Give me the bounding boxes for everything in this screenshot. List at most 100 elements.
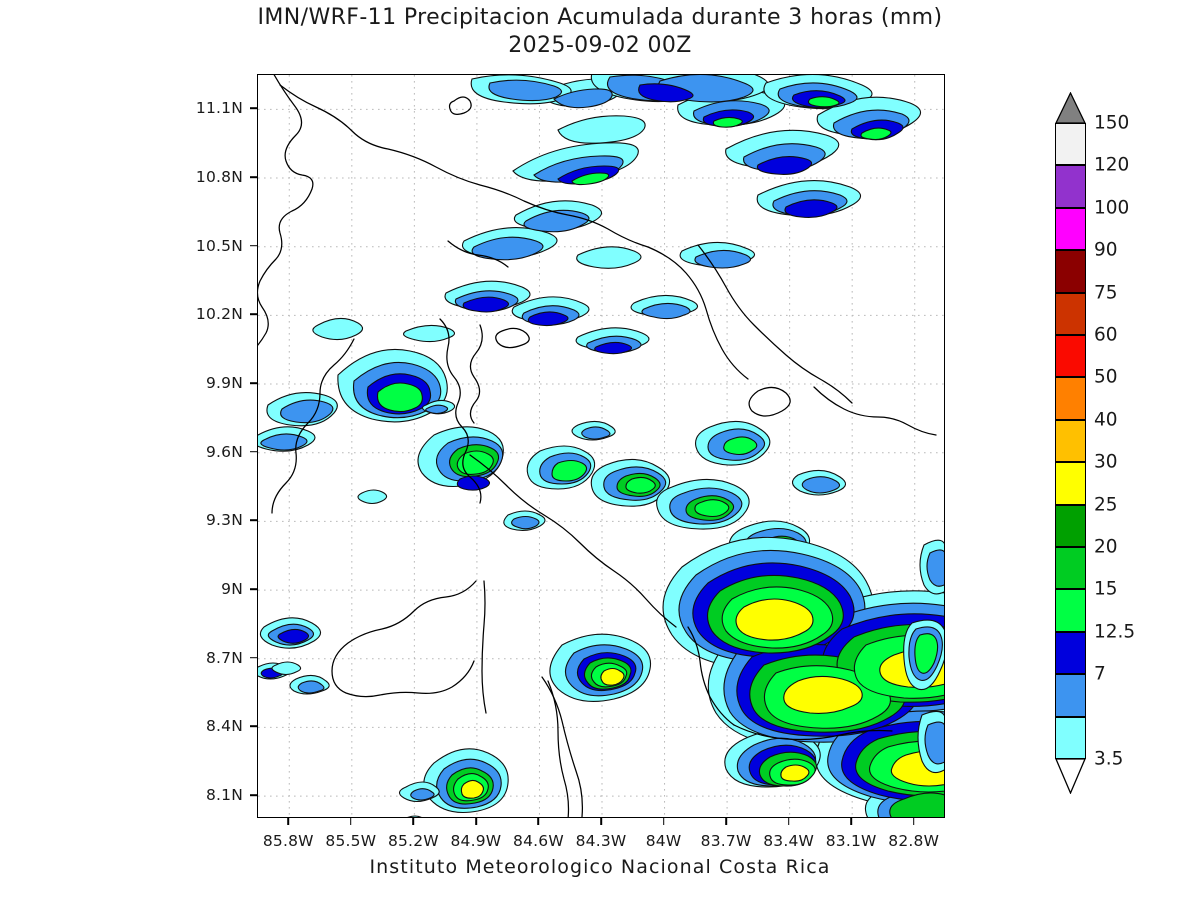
y-axis-label: 8.1N xyxy=(205,786,243,805)
colorbar-segment[interactable] xyxy=(1055,419,1086,463)
colorbar-segment[interactable] xyxy=(1055,292,1086,335)
x-axis-label: 85.2W xyxy=(387,832,439,850)
x-axis-label: 84.6W xyxy=(513,832,564,850)
x-axis-tick xyxy=(287,818,290,825)
x-axis-tick xyxy=(475,818,477,825)
colorbar-segment[interactable] xyxy=(1055,335,1086,378)
precip-region-north xyxy=(403,75,922,355)
colorbar-tick-label: 15 xyxy=(1094,578,1118,600)
y-axis-tick xyxy=(250,656,257,659)
y-axis-label: 10.8N xyxy=(195,168,243,186)
colorbar-tick-label: 30 xyxy=(1094,451,1118,473)
x-axis-label: 83.4W xyxy=(763,832,815,850)
y-axis-label: 10.2N xyxy=(195,305,243,324)
colorbar-tick-label: 75 xyxy=(1094,282,1118,304)
colorbar-segment[interactable] xyxy=(1055,377,1086,420)
precipitation-contour-field xyxy=(258,75,944,817)
colorbar-tick-label: 90 xyxy=(1094,239,1118,261)
colorbar-segment[interactable] xyxy=(1055,462,1086,505)
y-axis-label: 10.5N xyxy=(195,236,243,255)
y-axis-label: 9N xyxy=(221,580,243,599)
colorbar-segment[interactable] xyxy=(1055,547,1086,590)
colorbar[interactable]: 150 120 100 90 75 60 50 40 30 25 20 15 12.5 7 3.5 xyxy=(1055,113,1135,770)
precip-region-east-edge xyxy=(917,539,944,774)
colorbar-tick-label: 7 xyxy=(1094,663,1106,685)
x-axis-tick xyxy=(600,818,602,825)
panama-border-south xyxy=(547,680,570,817)
colorbar-segment[interactable] xyxy=(1055,123,1086,166)
pacific-coast-main xyxy=(271,338,355,514)
nicoya-gulf-coast xyxy=(439,318,482,504)
colorbar-lower-arrow xyxy=(1055,758,1086,794)
colorbar-segment[interactable] xyxy=(1055,589,1086,632)
x-axis-label: 85.8W xyxy=(262,832,314,850)
y-axis-tick xyxy=(250,725,257,728)
x-axis-tick xyxy=(912,818,915,825)
x-axis-label: 84.3W xyxy=(575,832,627,850)
lake-nicaragua-islet xyxy=(448,96,472,115)
colorbar-tick-label: 60 xyxy=(1094,324,1118,346)
precip-region-southeast xyxy=(662,536,944,817)
colorbar-segment[interactable] xyxy=(1055,716,1086,759)
y-axis-label: 8.4N xyxy=(205,717,243,736)
colorbar-tick-label: 150 xyxy=(1094,112,1130,134)
x-axis-tick xyxy=(787,818,790,825)
x-axis-tick xyxy=(350,818,352,825)
y-axis-tick xyxy=(250,450,257,453)
x-axis-tick xyxy=(537,818,540,825)
y-axis-tick xyxy=(250,519,257,522)
pacific-coast-south xyxy=(469,454,677,628)
colorbar-tick-label: 100 xyxy=(1094,197,1130,219)
y-axis-label: 9.3N xyxy=(205,511,243,530)
caribbean-coast-north xyxy=(647,246,749,380)
colorbar-segment[interactable] xyxy=(1055,504,1086,547)
chart-title-block: IMN/WRF-11 Precipitacion Acumulada duran… xyxy=(0,4,1200,60)
osa-peninsula xyxy=(331,580,477,698)
precip-region-guanacaste xyxy=(258,317,456,452)
colorbar-tick-label: 12.5 xyxy=(1094,621,1136,643)
colorbar-tick-label: 40 xyxy=(1094,409,1118,431)
y-axis-tick xyxy=(250,588,257,590)
x-axis-label: 83.7W xyxy=(700,832,752,850)
page-title: IMN/WRF-11 Precipitacion Acumulada duran… xyxy=(257,5,943,30)
colorbar-segment[interactable] xyxy=(1055,165,1086,208)
coastline-and-borders xyxy=(258,75,937,817)
colorbar-tick-label: 3.5 xyxy=(1094,748,1124,770)
x-axis-label: 84W xyxy=(645,832,682,850)
caribbean-lagoon xyxy=(748,386,791,417)
x-axis-tick xyxy=(412,818,415,825)
map-plot-frame xyxy=(257,74,945,818)
southeast-coast xyxy=(733,724,893,741)
colorbar-segment[interactable] xyxy=(1055,631,1086,675)
y-axis-tick xyxy=(250,382,257,384)
colorbar-upper-arrow xyxy=(1055,92,1086,124)
map-canvas xyxy=(258,75,944,817)
caribbean-inland-border xyxy=(813,386,937,436)
x-axis-label: 84.9W xyxy=(450,832,502,850)
y-axis-tick xyxy=(250,107,257,110)
nicoya-small-bay xyxy=(495,327,530,349)
colorbar-segment[interactable] xyxy=(1055,207,1086,251)
footer-credit: Instituto Meteorologico Nacional Costa R… xyxy=(369,856,831,878)
y-axis-label: 9.9N xyxy=(205,374,243,393)
nicaragua-pacific-coast xyxy=(258,75,314,346)
colorbar-tick-label: 20 xyxy=(1094,536,1118,558)
x-axis-label: 83.1W xyxy=(825,832,877,850)
nicoya-peninsula-inner xyxy=(469,324,483,424)
x-axis-tick xyxy=(662,818,665,825)
golfo-dulce xyxy=(481,580,487,714)
y-axis-label: 8.7N xyxy=(205,648,243,667)
colorbar-segment[interactable] xyxy=(1055,674,1086,717)
y-axis-tick xyxy=(250,176,257,178)
x-axis-label: 85.5W xyxy=(325,832,377,850)
x-axis-tick xyxy=(725,818,727,825)
y-axis-tick xyxy=(250,313,257,316)
colorbar-tick-label: 50 xyxy=(1094,366,1118,388)
y-axis-label: 9.6N xyxy=(205,442,243,461)
panama-border xyxy=(687,626,735,726)
y-axis-label: 11.1N xyxy=(195,99,243,118)
caribbean-coast xyxy=(697,244,853,404)
nicaragua-costarica-border xyxy=(279,84,649,248)
cordillera-boundary xyxy=(447,240,509,268)
colorbar-segment[interactable] xyxy=(1055,250,1086,293)
